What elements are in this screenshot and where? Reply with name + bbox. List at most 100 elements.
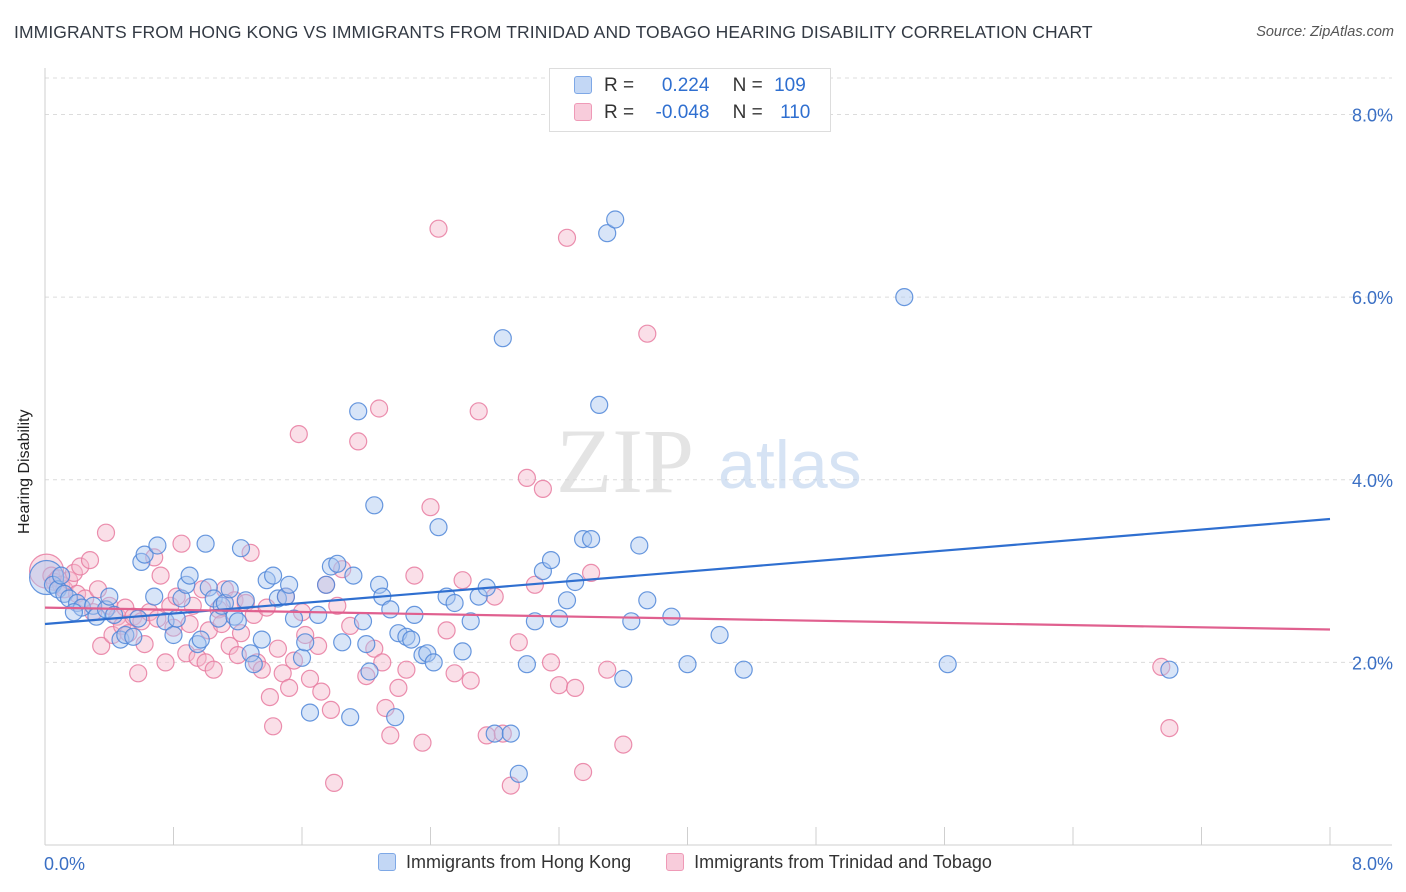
data-point-hongkong	[135, 545, 154, 564]
data-point-hongkong	[124, 627, 143, 646]
data-point-hongkong	[145, 587, 164, 606]
data-point-hongkong	[328, 554, 347, 573]
data-point-hongkong	[418, 644, 437, 663]
data-point-hongkong	[172, 589, 191, 608]
legend-row-trinidad: R = -0.048 N = 110	[574, 102, 810, 128]
data-point-trinidad	[557, 228, 577, 247]
legend-item-trinidad: Immigrants from Trinidad and Tobago	[666, 852, 992, 873]
data-point-hongkong	[257, 571, 276, 590]
data-point-hongkong	[614, 669, 633, 688]
data-point-trinidad	[349, 432, 368, 451]
legend-item-hongkong: Immigrants from Hong Kong	[378, 852, 631, 873]
series-trinidad-points	[28, 219, 1179, 795]
data-point-hongkong	[300, 703, 320, 722]
legend-r-value: -0.048	[655, 102, 710, 123]
data-point-trinidad	[268, 639, 287, 658]
data-point-trinidad	[565, 678, 585, 698]
data-point-hongkong	[557, 591, 577, 610]
data-point-hongkong	[64, 603, 84, 622]
trend-lines	[44, 517, 1331, 631]
data-point-hongkong	[678, 655, 697, 674]
data-point-hongkong	[164, 625, 183, 645]
data-point-hongkong	[517, 655, 537, 674]
data-point-hongkong	[402, 630, 421, 649]
data-point-trinidad	[389, 678, 408, 698]
data-point-hongkong	[236, 591, 255, 610]
data-point-trinidad	[533, 479, 553, 498]
x-tick-label-min: 0.0%	[44, 854, 85, 874]
data-point-hongkong	[461, 612, 480, 631]
data-point-trinidad	[280, 678, 299, 698]
data-point-hongkong	[341, 708, 360, 727]
data-point-trinidad	[509, 633, 528, 652]
data-point-hongkong	[357, 634, 376, 654]
data-point-hongkong	[541, 550, 561, 570]
data-point-trinidad	[151, 566, 170, 585]
data-point-hongkong	[349, 402, 368, 421]
legend-label-hongkong: Immigrants from Hong Kong	[406, 852, 632, 872]
legend-label-trinidad: Immigrants from Trinidad and Tobago	[694, 852, 992, 872]
legend-n-value: 109	[774, 75, 806, 96]
data-point-trinidad	[80, 550, 100, 570]
data-point-hongkong	[598, 224, 617, 243]
legend-swatch-blue	[378, 853, 396, 871]
data-point-trinidad	[260, 687, 279, 707]
data-point-trinidad	[614, 735, 633, 754]
data-point-hongkong	[386, 708, 405, 727]
data-point-hongkong	[252, 630, 271, 649]
y-tick-label: 4.0%	[1352, 471, 1393, 491]
data-point-trinidad	[376, 698, 395, 718]
legend-r-label: R =	[604, 102, 635, 123]
data-point-hongkong	[296, 633, 315, 652]
data-point-hongkong	[191, 630, 210, 649]
data-point-hongkong	[280, 575, 299, 594]
data-point-trinidad	[300, 669, 320, 688]
data-point-hongkong	[333, 633, 352, 652]
data-point-hongkong	[284, 609, 304, 628]
data-point-hongkong	[353, 612, 373, 631]
data-point-hongkong	[453, 642, 472, 661]
series-legend: Immigrants from Hong Kong Immigrants fro…	[378, 852, 1022, 873]
trend-line-hongkong	[44, 517, 1331, 626]
data-point-hongkong	[895, 288, 914, 307]
data-point-hongkong	[1160, 660, 1179, 679]
data-point-trinidad	[453, 571, 472, 590]
data-point-trinidad	[204, 660, 223, 679]
data-point-trinidad	[289, 425, 308, 444]
data-point-trinidad	[429, 219, 448, 238]
data-point-hongkong	[381, 600, 400, 619]
series-hongkong-points	[28, 210, 1179, 783]
data-point-hongkong	[445, 593, 464, 613]
data-point-hongkong	[220, 580, 239, 599]
data-point-trinidad	[373, 653, 392, 672]
data-point-hongkong	[51, 566, 71, 585]
data-point-hongkong	[344, 566, 363, 585]
data-point-hongkong	[622, 612, 641, 631]
axes	[44, 68, 1392, 846]
data-point-hongkong	[292, 648, 312, 667]
correlation-legend: R = 0.224 N = 109 R = -0.048 N = 110	[549, 68, 831, 132]
data-point-hongkong	[196, 534, 215, 553]
tick-labels: 2.0% 4.0% 6.0% 8.0% 0.0% 8.0%	[44, 106, 1393, 874]
data-point-hongkong	[244, 655, 263, 674]
data-point-hongkong	[938, 655, 957, 674]
data-point-trinidad	[517, 468, 537, 487]
data-point-hongkong	[199, 578, 218, 597]
data-point-hongkong	[549, 609, 569, 628]
data-point-trinidad	[135, 634, 154, 654]
data-point-hongkong	[156, 612, 175, 631]
data-point-trinidad	[156, 653, 175, 672]
data-point-trinidad	[397, 660, 416, 679]
data-point-trinidad	[445, 664, 464, 683]
data-point-hongkong	[509, 764, 528, 783]
data-point-hongkong	[360, 662, 379, 681]
legend-r-label: R =	[604, 75, 635, 96]
data-point-hongkong	[231, 539, 251, 558]
legend-n-label: N =	[732, 75, 763, 96]
data-point-hongkong	[228, 612, 247, 631]
watermark-atlas: atlas	[718, 427, 862, 503]
data-point-trinidad	[241, 543, 260, 562]
data-point-trinidad	[405, 566, 424, 585]
y-axis-label-wrap: Hearing Disability	[16, 410, 36, 734]
trend-line-trinidad	[44, 606, 1331, 631]
